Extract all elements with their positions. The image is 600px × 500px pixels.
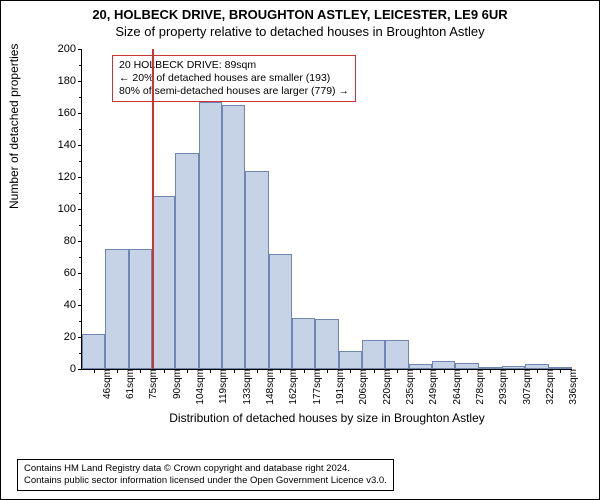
histogram-bar [129, 249, 152, 369]
y-tick-label: 140 [58, 139, 82, 151]
histogram-bar [339, 351, 362, 369]
chart-title: 20, HOLBECK DRIVE, BROUGHTON ASTLEY, LEI… [1, 7, 599, 22]
x-tick-label: 307sqm [518, 369, 533, 405]
attribution-box: Contains HM Land Registry data © Crown c… [17, 459, 394, 491]
x-tick-label: 235sqm [401, 369, 416, 405]
y-tick-label: 180 [58, 75, 82, 87]
plot-area: 20 HOLBECK DRIVE: 89sqm ← 20% of detache… [81, 49, 572, 370]
x-tick-label: 90sqm [168, 369, 183, 399]
x-tick-label: 322sqm [541, 369, 556, 405]
y-tick-label: 100 [58, 203, 82, 215]
y-tick-label: 80 [64, 235, 82, 247]
histogram-bar [362, 340, 385, 369]
x-tick-label: 206sqm [354, 369, 369, 405]
histogram-bar [385, 340, 408, 369]
y-tick-label: 120 [58, 171, 82, 183]
histogram-bar [315, 319, 338, 369]
x-tick-label: 148sqm [261, 369, 276, 405]
x-tick-label: 61sqm [121, 369, 136, 399]
y-axis-label: Number of detached properties [7, 44, 21, 209]
x-tick-label: 249sqm [424, 369, 439, 405]
x-tick-label: 75sqm [144, 369, 159, 399]
histogram-bar [175, 153, 198, 369]
y-tick-label: 40 [64, 299, 82, 311]
x-tick-label: 46sqm [98, 369, 113, 399]
x-tick-label: 293sqm [494, 369, 509, 405]
y-tick-label: 160 [58, 107, 82, 119]
x-tick-label: 177sqm [308, 369, 323, 405]
chart-container: 20, HOLBECK DRIVE, BROUGHTON ASTLEY, LEI… [0, 0, 600, 500]
x-tick-label: 133sqm [238, 369, 253, 405]
histogram-bar [269, 254, 292, 369]
histogram-bar [105, 249, 128, 369]
histogram-bar [82, 334, 105, 369]
x-tick-label: 104sqm [191, 369, 206, 405]
attribution-line-1: Contains HM Land Registry data © Crown c… [24, 463, 387, 475]
x-tick-label: 119sqm [214, 369, 229, 404]
x-axis-label: Distribution of detached houses by size … [82, 411, 572, 425]
histogram-bar [432, 361, 455, 369]
histogram-bar [152, 196, 175, 369]
histogram-bar [199, 102, 222, 369]
attribution-line-2: Contains public sector information licen… [24, 475, 387, 487]
y-tick-label: 60 [64, 267, 82, 279]
y-tick-label: 200 [58, 43, 82, 55]
histogram-bar [245, 171, 268, 369]
x-tick-label: 191sqm [331, 369, 346, 405]
x-tick-label: 278sqm [471, 369, 486, 405]
chart-subtitle: Size of property relative to detached ho… [1, 24, 599, 39]
histogram-bar [222, 105, 245, 369]
x-tick-label: 264sqm [448, 369, 463, 405]
y-tick-label: 0 [70, 363, 82, 375]
reference-line [152, 49, 154, 369]
x-tick-label: 220sqm [378, 369, 393, 405]
annotation-box: 20 HOLBECK DRIVE: 89sqm ← 20% of detache… [112, 55, 356, 102]
x-tick-label: 336sqm [564, 369, 579, 405]
x-tick-label: 162sqm [284, 369, 299, 405]
y-tick-label: 20 [64, 331, 82, 343]
histogram-bar [292, 318, 315, 369]
chart-wrap: Number of detached properties 20 HOLBECK… [51, 49, 571, 409]
